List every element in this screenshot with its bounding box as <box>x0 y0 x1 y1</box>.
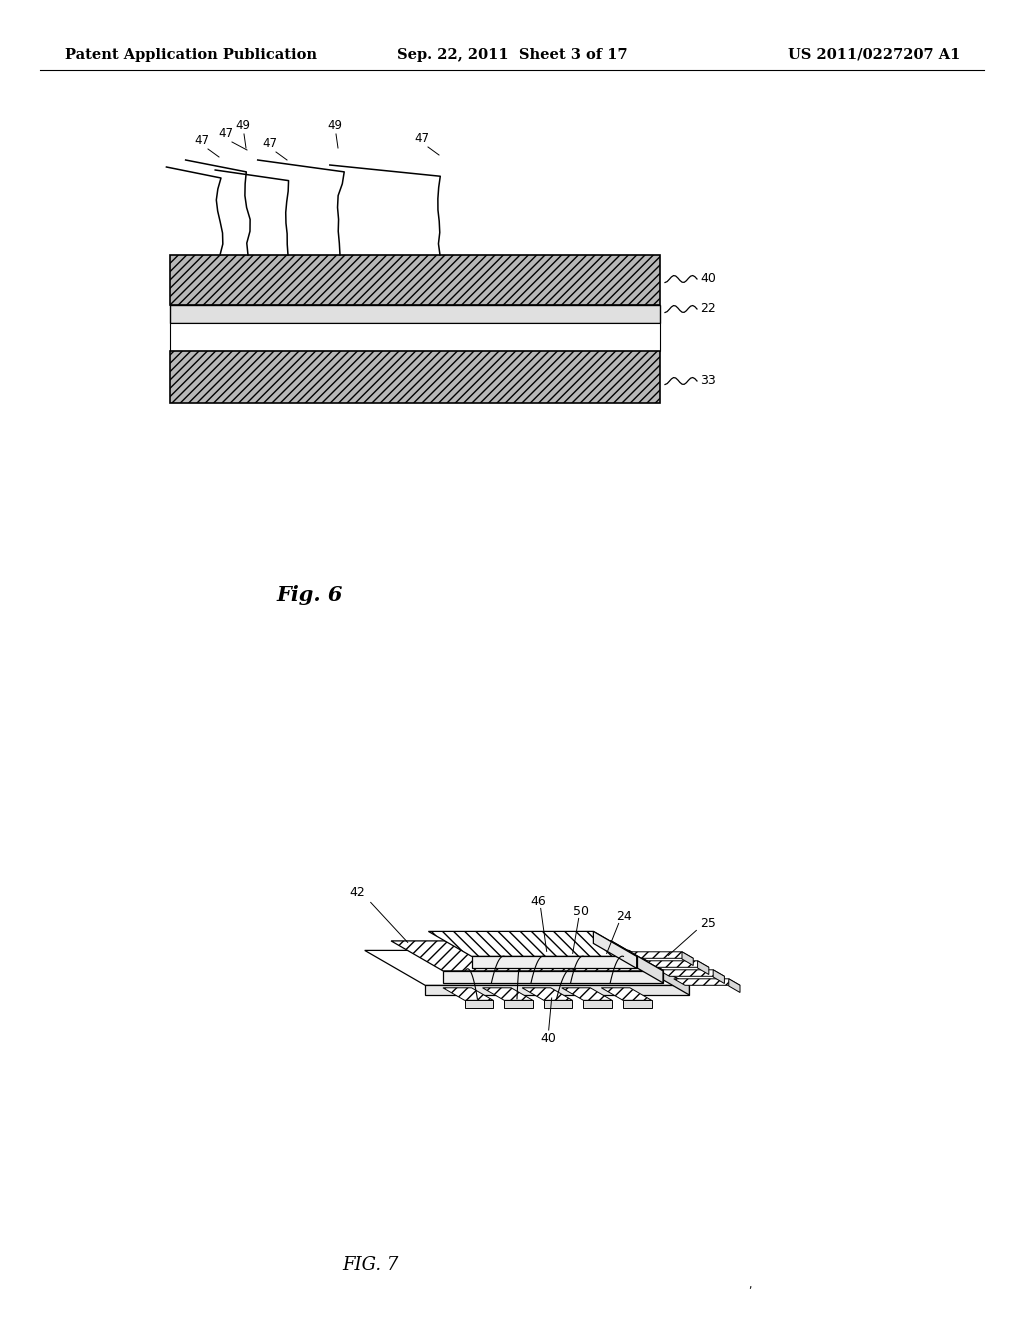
Text: 47: 47 <box>262 137 278 150</box>
Polygon shape <box>504 1001 532 1007</box>
Text: Fig. 6: Fig. 6 <box>276 585 343 605</box>
Text: 24: 24 <box>615 909 632 923</box>
Polygon shape <box>697 961 709 974</box>
Text: 46: 46 <box>530 895 547 908</box>
Bar <box>170 255 660 305</box>
Polygon shape <box>465 1001 494 1007</box>
Polygon shape <box>544 1001 572 1007</box>
Polygon shape <box>443 972 663 983</box>
Text: Patent Application Publication: Patent Application Publication <box>65 48 317 62</box>
Text: 47: 47 <box>195 135 210 147</box>
Polygon shape <box>682 952 693 965</box>
Polygon shape <box>627 952 693 958</box>
Polygon shape <box>584 1001 612 1007</box>
Text: 49: 49 <box>328 119 342 132</box>
Text: 22: 22 <box>700 302 716 315</box>
Bar <box>170 351 660 403</box>
Text: 50: 50 <box>572 906 589 917</box>
Bar <box>170 323 660 351</box>
Polygon shape <box>482 987 532 1001</box>
Polygon shape <box>729 979 740 993</box>
Polygon shape <box>472 957 637 969</box>
Text: 33: 33 <box>700 374 716 387</box>
Polygon shape <box>425 986 689 995</box>
Text: ,: , <box>749 1280 752 1290</box>
Text: US 2011/0227207 A1: US 2011/0227207 A1 <box>787 48 961 62</box>
Polygon shape <box>562 987 612 1001</box>
Polygon shape <box>593 932 637 969</box>
Polygon shape <box>391 941 663 972</box>
Text: 47: 47 <box>415 132 429 145</box>
Bar <box>170 305 660 323</box>
Polygon shape <box>643 961 709 968</box>
Polygon shape <box>522 987 572 1001</box>
Text: 25: 25 <box>700 917 717 929</box>
Text: FIG. 7: FIG. 7 <box>342 1257 398 1274</box>
Text: 47: 47 <box>218 127 233 140</box>
Polygon shape <box>428 932 637 957</box>
Text: 42: 42 <box>350 886 366 899</box>
Polygon shape <box>658 970 724 977</box>
Text: 40: 40 <box>700 272 716 285</box>
Polygon shape <box>623 1001 651 1007</box>
Text: Sep. 22, 2011  Sheet 3 of 17: Sep. 22, 2011 Sheet 3 of 17 <box>396 48 628 62</box>
Polygon shape <box>674 979 740 985</box>
Text: 40: 40 <box>541 1031 557 1044</box>
Text: 49: 49 <box>236 119 251 132</box>
Polygon shape <box>443 987 494 1001</box>
Polygon shape <box>611 941 663 983</box>
Polygon shape <box>713 970 724 983</box>
Polygon shape <box>601 987 651 1001</box>
Polygon shape <box>629 950 689 995</box>
Polygon shape <box>365 950 689 986</box>
